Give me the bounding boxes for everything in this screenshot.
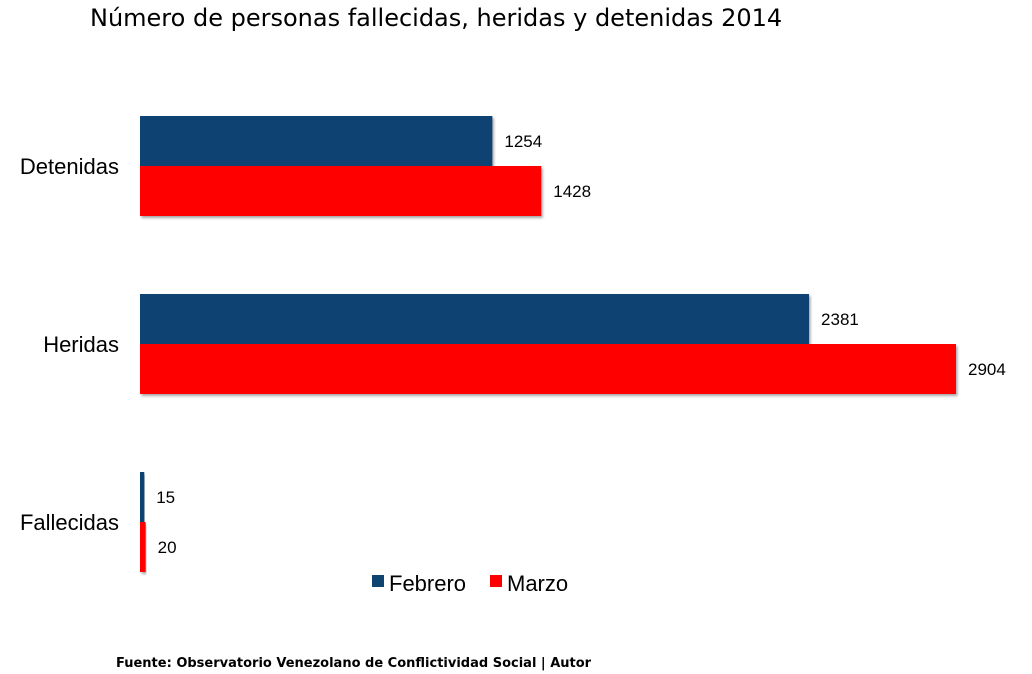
labels-layer: Detenidas 1254 1428 Heridas 2381 2904 Fallecid… bbox=[20, 132, 1006, 557]
source-note: Fuente: Observatorio Venezolano de Confl… bbox=[116, 656, 592, 671]
bar-marzo-fallecidas bbox=[140, 522, 146, 572]
bar-febrero-heridas bbox=[140, 294, 810, 344]
chart-title: Número de personas fallecidas, heridas y… bbox=[90, 4, 783, 32]
legend: Febrero Marzo bbox=[372, 571, 568, 596]
bar-marzo-heridas bbox=[140, 344, 956, 394]
legend-label-febrero: Febrero bbox=[389, 571, 466, 596]
legend-swatch-febrero bbox=[372, 575, 384, 587]
value-label-marzo-heridas: 2904 bbox=[968, 360, 1006, 379]
value-label-febrero-detenidas: 1254 bbox=[504, 132, 542, 151]
category-label-heridas: Heridas bbox=[43, 332, 119, 357]
bar-febrero-fallecidas bbox=[140, 472, 145, 522]
bar-febrero-detenidas bbox=[140, 116, 493, 166]
bar-marzo-detenidas bbox=[140, 166, 542, 216]
value-label-febrero-heridas: 2381 bbox=[821, 310, 859, 329]
category-label-detenidas: Detenidas bbox=[20, 154, 119, 179]
value-label-marzo-fallecidas: 20 bbox=[158, 538, 177, 557]
legend-swatch-marzo bbox=[490, 575, 502, 587]
category-label-fallecidas: Fallecidas bbox=[20, 510, 119, 535]
value-label-marzo-detenidas: 1428 bbox=[553, 182, 591, 201]
bars-layer bbox=[140, 116, 956, 572]
value-label-febrero-fallecidas: 15 bbox=[156, 488, 175, 507]
legend-label-marzo: Marzo bbox=[507, 571, 568, 596]
